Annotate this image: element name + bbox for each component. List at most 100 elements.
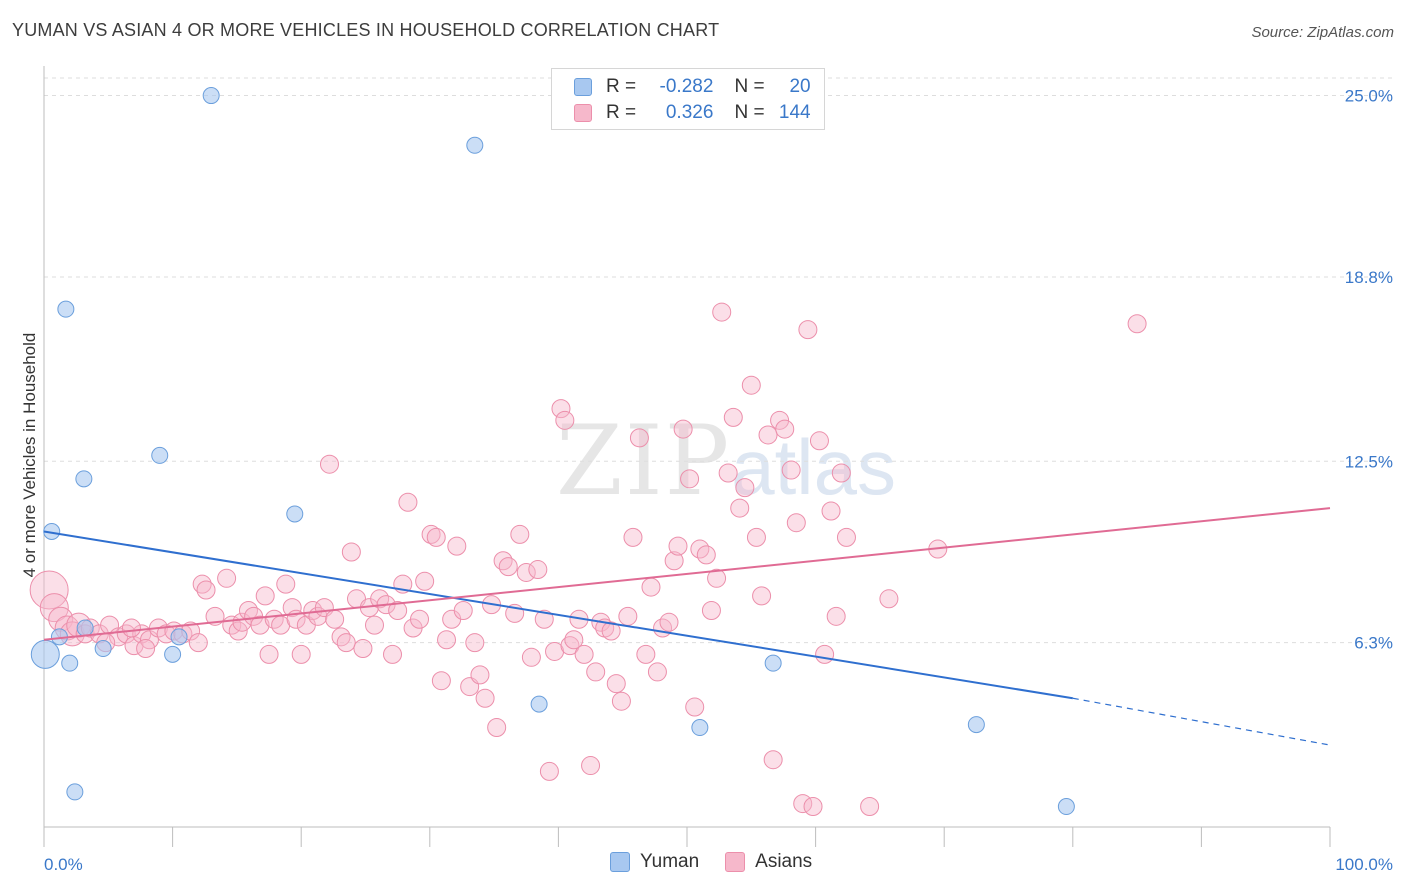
asian-point xyxy=(534,609,554,629)
correlation-legend: R = -0.282 N = 20 R = 0.326 N = 144 xyxy=(551,68,825,130)
series-name-asians: Asians xyxy=(755,851,813,872)
asian-point xyxy=(365,615,385,635)
asian-point xyxy=(116,624,136,644)
asian-point xyxy=(437,630,457,650)
y-tick-label: 25.0% xyxy=(1345,87,1393,106)
legend-n-label: N = xyxy=(734,76,765,97)
yuman-point xyxy=(164,645,182,663)
legend-swatch-yuman xyxy=(574,78,592,96)
asian-point xyxy=(707,568,727,588)
asian-point xyxy=(255,586,275,606)
asian-point xyxy=(470,665,490,685)
asian-point xyxy=(618,606,638,626)
asian-point xyxy=(763,750,783,770)
asian-point xyxy=(493,551,513,571)
chart-title: YUMAN VS ASIAN 4 OR MORE VEHICLES IN HOU… xyxy=(12,20,720,40)
asian-point xyxy=(860,797,880,817)
yuman-point xyxy=(76,619,94,637)
asian-point xyxy=(680,469,700,489)
asian-point xyxy=(668,536,688,556)
asian-point xyxy=(528,560,548,580)
yuman-point xyxy=(170,628,188,646)
asian-point xyxy=(826,606,846,626)
yuman-point xyxy=(43,522,61,540)
x-tick-label: 100.0% xyxy=(1335,855,1393,874)
asian-point xyxy=(815,644,835,664)
asian-point xyxy=(718,463,738,483)
asian-point xyxy=(831,463,851,483)
yuman-point xyxy=(94,640,112,658)
series-swatch-asians xyxy=(725,852,746,872)
asian-point xyxy=(685,697,705,717)
asian-point xyxy=(336,633,356,653)
asian-point xyxy=(475,688,495,708)
asian-point xyxy=(341,542,361,562)
asian-point xyxy=(331,627,351,647)
asian-point xyxy=(39,593,69,623)
asian-point xyxy=(601,621,621,641)
yuman-point xyxy=(967,716,985,734)
asian-point xyxy=(775,419,795,439)
asian-point xyxy=(196,580,216,600)
asian-point xyxy=(431,671,451,691)
yuman-point xyxy=(202,87,220,105)
legend-row-asians: R = 0.326 N = 144 xyxy=(574,100,811,126)
asian-point xyxy=(388,600,408,620)
yuman-point xyxy=(75,470,93,488)
asian-point xyxy=(701,600,721,620)
asian-point xyxy=(659,612,679,632)
yuman-point xyxy=(691,719,709,737)
grid-layer xyxy=(44,77,1392,644)
asian-point xyxy=(551,399,571,419)
asian-point xyxy=(641,577,661,597)
asian-point xyxy=(291,644,311,664)
asian-point xyxy=(879,589,899,609)
axes-layer xyxy=(43,66,1331,847)
legend-swatch-asians xyxy=(574,104,592,122)
yuman-point xyxy=(466,136,484,154)
asian-point xyxy=(798,320,818,340)
yuman-point xyxy=(30,639,60,669)
series-legend: Yuman Asians xyxy=(610,851,838,873)
trend-layer xyxy=(43,507,1331,746)
asian-point xyxy=(353,639,373,659)
asian-point xyxy=(746,527,766,547)
asian-point xyxy=(786,513,806,533)
y-tick-label: 12.5% xyxy=(1345,452,1393,471)
legend-r-value-yuman: -0.282 xyxy=(659,76,714,97)
legend-n-label: N = xyxy=(734,102,765,123)
yuman-point xyxy=(151,446,169,464)
asian-point xyxy=(1127,314,1147,334)
asian-point xyxy=(188,633,208,653)
legend-r-label: R = xyxy=(606,76,637,97)
yuman-point xyxy=(61,654,79,672)
watermark-atlas: atlas xyxy=(731,423,896,511)
asian-point xyxy=(560,636,580,656)
asian-point xyxy=(259,644,279,664)
yuman-trend-line xyxy=(43,530,1073,700)
asian-point xyxy=(192,574,212,594)
asian-point xyxy=(586,662,606,682)
legend-r-value-asians: 0.326 xyxy=(665,102,714,123)
asian-point xyxy=(121,618,141,638)
asian-point xyxy=(803,797,823,817)
asian-point xyxy=(564,630,584,650)
asian-point xyxy=(539,761,559,781)
asian-point xyxy=(421,524,441,544)
asian-point xyxy=(836,527,856,547)
asian-point xyxy=(647,662,667,682)
asian-point xyxy=(510,524,530,544)
asian-point xyxy=(29,570,69,610)
asian-point xyxy=(250,615,270,635)
series-swatch-yuman xyxy=(610,852,630,872)
asian-point xyxy=(398,492,418,512)
asian-point xyxy=(498,557,518,577)
asian-point xyxy=(735,478,755,498)
yuman-point xyxy=(286,505,304,523)
asian-point xyxy=(383,644,403,664)
asian-point xyxy=(282,598,302,618)
asian-point xyxy=(581,756,601,776)
asian-point xyxy=(723,407,743,427)
x-tick-label: 0.0% xyxy=(44,855,83,874)
